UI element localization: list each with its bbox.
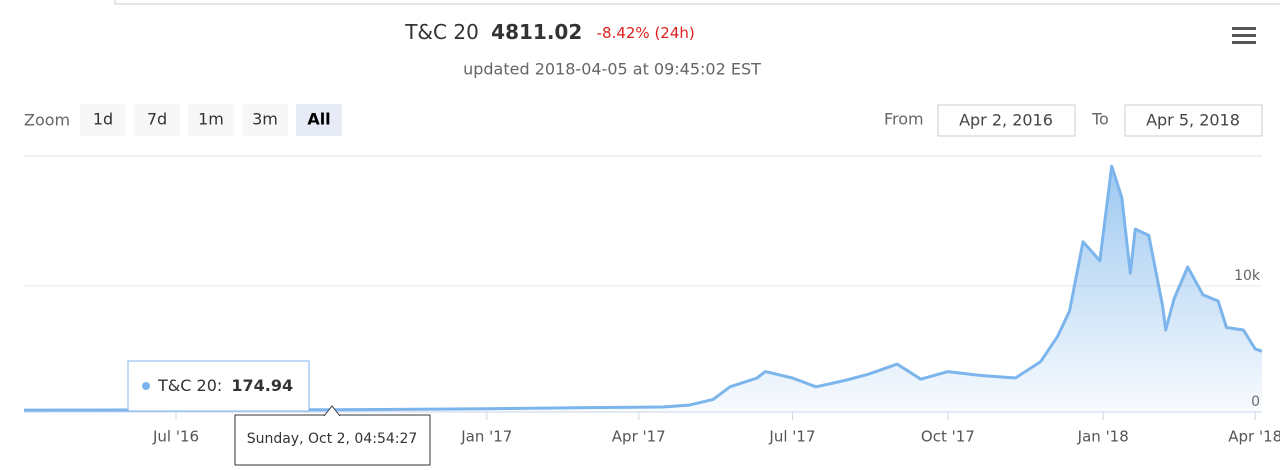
x-tick-label: Apr '18 bbox=[1228, 428, 1280, 446]
zoom-button-label: 7d bbox=[147, 110, 167, 129]
tooltip-box bbox=[127, 360, 310, 412]
name: T&C 20 bbox=[404, 20, 479, 44]
x-tick-label: Jan '18 bbox=[1077, 428, 1129, 446]
zoom-button[interactable] bbox=[80, 104, 126, 136]
x-tick-label: Apr '17 bbox=[612, 428, 666, 446]
tooltip-dot bbox=[142, 382, 150, 390]
tooltip-date: Sunday, Oct 2, 04:54:27 bbox=[247, 431, 418, 447]
x-tick-label: Jul '17 bbox=[768, 428, 815, 446]
date-pointer bbox=[323, 405, 341, 417]
area bbox=[24, 166, 1262, 412]
x-tick-label: Jul '16 bbox=[152, 428, 199, 446]
from-value: Apr 2, 2016 bbox=[959, 111, 1053, 130]
to-label: To bbox=[1091, 110, 1109, 129]
from-input[interactable] bbox=[937, 104, 1076, 137]
zoom-label: Zoom bbox=[24, 111, 70, 130]
from-label: From bbox=[884, 110, 924, 129]
tooltip-text: T&C 20: 174.94 bbox=[157, 376, 293, 395]
x-tick-label: Jan '17 bbox=[460, 428, 512, 446]
tooltip-label: T&C 20: bbox=[157, 376, 222, 395]
to-value: Apr 5, 2018 bbox=[1146, 111, 1240, 130]
date-box bbox=[234, 414, 431, 466]
zoom-buttons: 1d 7d 1m 3m All bbox=[80, 104, 342, 136]
tooltip-value: 174.94 bbox=[231, 376, 293, 395]
zoom-button-label: 1d bbox=[93, 110, 113, 129]
x-tick-label: Oct '17 bbox=[921, 428, 975, 446]
zoom-button[interactable] bbox=[296, 104, 342, 136]
menu-bar bbox=[1232, 34, 1256, 37]
tooltip: T&C 20: 174.94 Sunday, Oct 2, 04:54:27 bbox=[127, 360, 431, 466]
y-tick-label: 10k bbox=[1234, 268, 1261, 284]
line bbox=[23, 164, 1263, 412]
zoom-button-label: 1m bbox=[198, 110, 224, 129]
subtitle: updated 2018-04-05 at 09:45:02 EST bbox=[463, 60, 761, 79]
menu-bar bbox=[1232, 41, 1256, 44]
change: -8.42% (24h) bbox=[597, 24, 695, 42]
title: T&C 20 4811.02 -8.42% (24h) bbox=[404, 20, 695, 44]
zoom-button-label: All bbox=[307, 110, 330, 129]
menu-bar bbox=[1232, 27, 1256, 30]
zoom-button-label: 3m bbox=[252, 110, 278, 129]
zoom-button[interactable] bbox=[134, 104, 180, 136]
zoom-button[interactable] bbox=[242, 104, 288, 136]
menu-icon[interactable] bbox=[1232, 27, 1256, 44]
zoom-button[interactable] bbox=[188, 104, 234, 136]
to-input[interactable] bbox=[1124, 104, 1263, 137]
price: 4811.02 bbox=[491, 20, 582, 44]
